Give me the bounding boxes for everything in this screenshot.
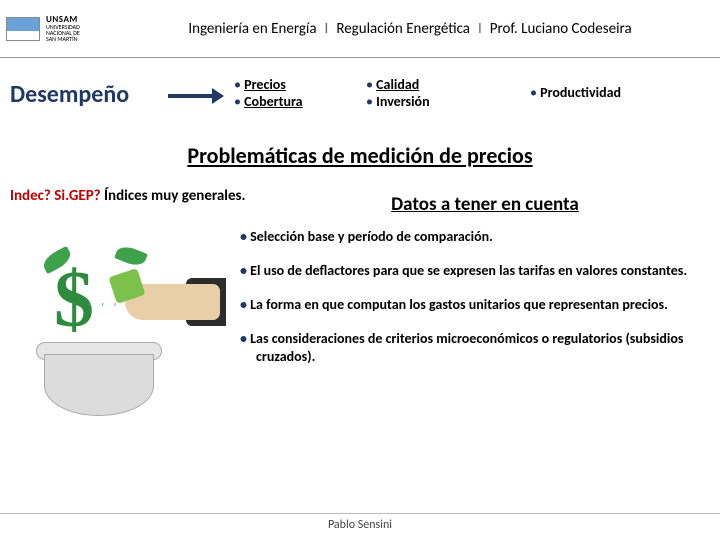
slide-header: UNSAM UNIVERSIDAD NACIONAL DE SAN MARTÍN… <box>0 0 720 58</box>
bullet-col-2: Calidad Inversión <box>366 76 430 110</box>
datos-heading-wrap: Datos a tener en cuenta <box>250 187 720 216</box>
bullet-item: Inversión <box>376 93 429 110</box>
separator: I <box>478 20 482 38</box>
bullet-item: Precios <box>244 76 286 93</box>
pot <box>44 354 154 416</box>
section-subtitle: Problemáticas de medición de precios <box>0 142 720 169</box>
bullet-item: Productividad <box>540 84 621 101</box>
bullet-col-1: Precios Cobertura <box>234 76 303 110</box>
indec-q2: Si.GEP? <box>54 187 100 205</box>
lower-row: $ ՚ ՚ ՚ Selección base y período de comp… <box>0 228 720 416</box>
point-item: La forma en que computan los gastos unit… <box>240 296 698 314</box>
institution-logo: UNSAM UNIVERSIDAD NACIONAL DE SAN MARTÍN <box>6 15 106 42</box>
logo-sub3: SAN MARTÍN <box>46 36 80 42</box>
water-drops-icon: ՚ ՚ ՚ <box>88 301 120 316</box>
indec-question: Indec? Si.GEP? Índices muy generales. <box>0 187 250 216</box>
indec-q1: Indec? <box>10 187 51 205</box>
money-plant-illustration: $ ՚ ՚ ՚ <box>20 236 220 416</box>
leaf-icon <box>114 243 148 269</box>
datos-heading: Datos a tener en cuenta <box>250 193 720 216</box>
mid-row: Indec? Si.GEP? Índices muy generales. Da… <box>0 187 720 216</box>
slide: UNSAM UNIVERSIDAD NACIONAL DE SAN MARTÍN… <box>0 0 720 540</box>
logo-text: UNSAM UNIVERSIDAD NACIONAL DE SAN MARTÍN <box>46 15 80 42</box>
performance-label: Desempeño <box>10 80 129 109</box>
bullet-item: Calidad <box>376 76 419 93</box>
performance-row: Desempeño Precios Cobertura Calidad Inve… <box>0 66 720 136</box>
arrow-icon <box>168 94 212 98</box>
bullet-item: Cobertura <box>244 93 302 110</box>
point-item: Las consideraciones de criterios microec… <box>240 330 698 366</box>
points-column: Selección base y período de comparación.… <box>240 228 720 416</box>
point-item: El uso de deflactores para que se expres… <box>240 262 698 280</box>
point-item: Selección base y período de comparación. <box>240 228 698 246</box>
header-titles: Ingeniería en Energía I Regulación Energ… <box>106 20 714 38</box>
logo-flag-icon <box>6 17 40 41</box>
indec-rest: Índices muy generales. <box>104 187 245 205</box>
subject-name: Regulación Energética <box>336 20 470 38</box>
course-name: Ingeniería en Energía <box>188 20 316 38</box>
slide-footer: Pablo Sensini <box>0 513 720 532</box>
professor-name: Prof. Luciano Codeseira <box>490 20 632 38</box>
illustration-column: $ ՚ ՚ ՚ <box>0 228 240 416</box>
separator: I <box>325 20 329 38</box>
bullet-col-3: Productividad <box>530 84 621 101</box>
